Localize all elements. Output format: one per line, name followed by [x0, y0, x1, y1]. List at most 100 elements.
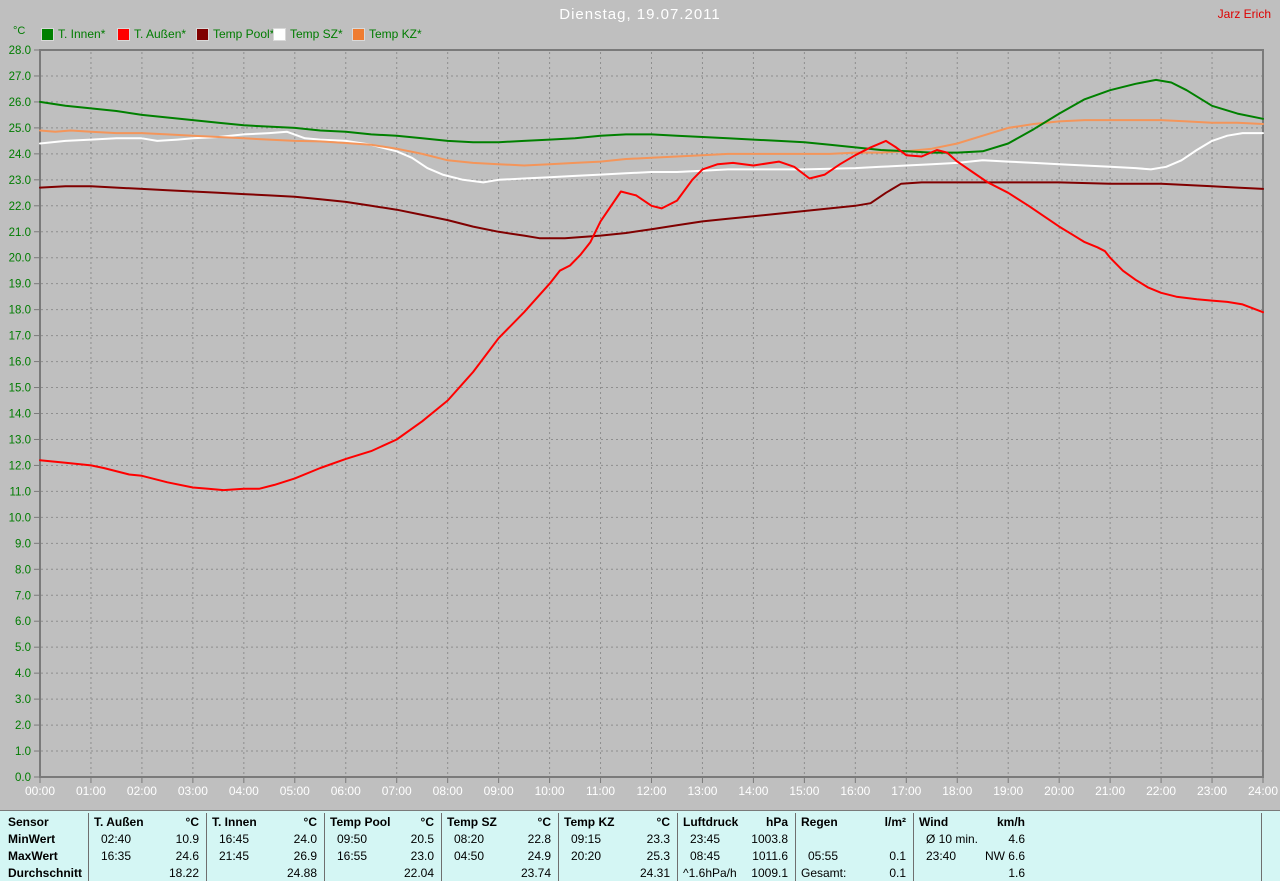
- y-tick-label: 0.0: [15, 772, 31, 784]
- avg-time: ^1.6hPa/h: [683, 865, 737, 880]
- stats-max-wind: 23:40 NW 6.6: [914, 847, 1032, 864]
- x-tick-label: 00:00: [25, 784, 55, 798]
- legend-label-temp-kz: Temp KZ*: [369, 27, 422, 41]
- legend-label-t-innen: T. Innen*: [58, 27, 106, 41]
- y-tick-label: 4.0: [15, 668, 31, 680]
- stats-row-label-0: Sensor: [8, 814, 49, 829]
- stats-filler: [1262, 813, 1280, 881]
- y-tick-label: 11.0: [9, 486, 31, 498]
- avg-time: Gesamt:: [801, 865, 847, 880]
- stats-avg-t-innen: 24.88: [207, 864, 324, 881]
- avg-value: 1.6: [1008, 865, 1025, 880]
- x-tick-label: 04:00: [229, 784, 259, 798]
- max-value: 25.3: [646, 848, 670, 863]
- y-tick-label: 8.0: [15, 564, 31, 576]
- max-time: 23:40: [926, 848, 957, 863]
- y-tick-label: 15.0: [9, 383, 31, 395]
- avg-value: 1009.1: [751, 865, 788, 880]
- max-time: 05:55: [808, 848, 839, 863]
- sensor-unit: °C: [420, 814, 434, 829]
- stats-column-temp-sz: Temp SZ °C 08:20 22.8 04:50 24.9 23.74: [441, 813, 558, 881]
- y-tick-label: 1.0: [15, 746, 31, 758]
- sensor-name: T. Außen: [94, 814, 144, 829]
- stats-header-temp-pool: Temp Pool °C: [325, 813, 441, 830]
- min-value: 22.8: [527, 831, 551, 846]
- series-line-temp-pool: [39, 181, 1264, 240]
- y-axis-tick-labels: 0.0 1.0 2.0 3.0 4.0 5.0 6.0 7.0 8.0 9.0 10.0 11.0 12…: [9, 45, 31, 784]
- stats-avg-temp-kz: 24.31: [559, 864, 677, 881]
- sensor-unit: l/m²: [884, 814, 906, 829]
- x-tick-label: 09:00: [484, 784, 514, 798]
- min-time: 02:40: [101, 831, 132, 846]
- y-tick-label: 6.0: [15, 616, 31, 628]
- stats-column-temp-pool: Temp Pool °C 09:50 20.5 16:55 23.0 22.04: [324, 813, 441, 881]
- legend-swatch-t-innen: [42, 28, 53, 40]
- max-time: 16:55: [337, 848, 368, 863]
- stats-avg-temp-sz: 23.74: [442, 864, 558, 881]
- y-tick-label: 28.0: [9, 45, 31, 57]
- y-tick-label: 23.0: [9, 175, 31, 187]
- sensor-unit: km/h: [996, 814, 1025, 829]
- x-tick-label: 20:00: [1044, 784, 1074, 798]
- page-title: Dienstag, 19.07.2011: [559, 6, 721, 23]
- stats-row-label-2: MaxWert: [8, 848, 58, 863]
- stats-max-t-aussen: 16:35 24.6: [89, 847, 206, 864]
- y-tick-label: 10.0: [9, 512, 31, 524]
- min-value: 24.0: [293, 831, 317, 846]
- max-value: 23.0: [410, 848, 434, 863]
- x-tick-label: 05:00: [280, 784, 310, 798]
- stats-min-temp-sz: 08:20 22.8: [442, 830, 558, 847]
- y-tick-label: 24.0: [9, 149, 31, 161]
- stats-column-regen: Regen l/m² 05:55 0.1 Gesamt: 0.1: [795, 813, 913, 881]
- min-value: 1003.8: [751, 831, 788, 846]
- y-axis-unit-label: °C: [13, 25, 26, 37]
- series-line-temp-kz: [39, 119, 1264, 167]
- stats-min-wind: Ø 10 min. 4.6: [914, 830, 1032, 847]
- avg-value: 18.22: [168, 865, 199, 880]
- y-tick-label: 16.0: [9, 357, 31, 369]
- stats-column-luftdruck: Luftdruck hPa 23:45 1003.8 08:45 1011.6 ^1.6hP…: [677, 813, 795, 881]
- min-time: 09:50: [337, 831, 368, 846]
- x-tick-label: 19:00: [993, 784, 1023, 798]
- max-value: 24.6: [175, 848, 199, 863]
- avg-value: 0.1: [889, 865, 906, 880]
- sensor-unit: °C: [656, 814, 670, 829]
- sensor-unit: °C: [303, 814, 317, 829]
- legend-label-temp-pool: Temp Pool*: [213, 27, 275, 41]
- y-tick-label: 3.0: [15, 694, 31, 706]
- stats-column-t-aussen: T. Außen °C 02:40 10.9 16:35 24.6 18.22: [88, 813, 206, 881]
- stats-max-luftdruck: 08:45 1011.6: [678, 847, 795, 864]
- legend-item-temp-kz: Temp KZ*: [353, 27, 422, 41]
- min-time: 23:45: [690, 831, 721, 846]
- stats-max-temp-sz: 04:50 24.9: [442, 847, 558, 864]
- x-tick-label: 11:00: [586, 784, 615, 798]
- y-tick-label: 17.0: [9, 331, 31, 343]
- avg-value: 24.88: [286, 865, 317, 880]
- y-tick-label: 19.0: [9, 279, 31, 291]
- x-tick-label: 21:00: [1095, 784, 1125, 798]
- max-value: 1011.6: [752, 848, 788, 863]
- sensor-unit: °C: [537, 814, 551, 829]
- stats-max-temp-kz: 20:20 25.3: [559, 847, 677, 864]
- stats-column-temp-kz: Temp KZ °C 09:15 23.3 20:20 25.3 24.31: [558, 813, 677, 881]
- stats-header-t-aussen: T. Außen °C: [89, 813, 206, 830]
- chart-legend: T. Innen* T. Außen* Temp Pool* Temp SZ* Temp…: [0, 27, 1280, 43]
- x-tick-label: 07:00: [382, 784, 412, 798]
- max-time: 04:50: [454, 848, 485, 863]
- stats-min-temp-kz: 09:15 23.3: [559, 830, 677, 847]
- min-time: Ø 10 min.: [926, 831, 979, 846]
- y-tick-label: 18.0: [9, 305, 31, 317]
- stats-avg-t-aussen: 18.22: [89, 864, 206, 881]
- y-tick-label: 5.0: [15, 642, 31, 654]
- max-value: 0.1: [889, 848, 906, 863]
- legend-label-t-aussen: T. Außen*: [134, 27, 187, 41]
- max-time: 21:45: [219, 848, 250, 863]
- stats-row-label-1: MinWert: [8, 831, 56, 846]
- plot-border: [39, 49, 1264, 778]
- legend-swatch-t-aussen: [118, 28, 129, 40]
- min-value: 23.3: [646, 831, 670, 846]
- stats-row-labels: Sensor MinWert MaxWert Durchschnitt: [0, 813, 88, 881]
- y-tick-label: 22.0: [9, 201, 31, 213]
- min-time: 09:15: [571, 831, 602, 846]
